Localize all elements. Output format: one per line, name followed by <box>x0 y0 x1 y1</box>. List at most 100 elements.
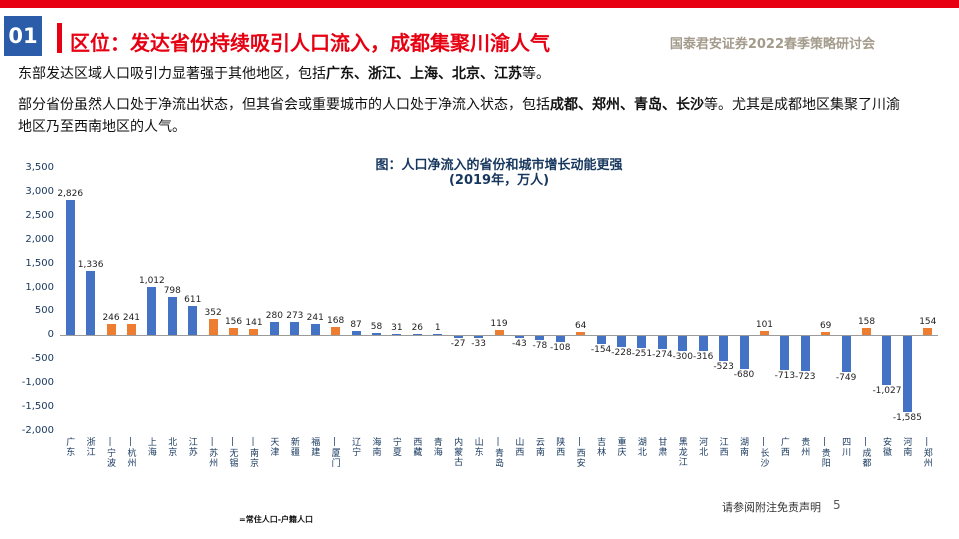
x-axis-label: |成都 <box>860 437 871 468</box>
bar-海南 <box>371 332 381 336</box>
bar-value-label: -27 <box>450 338 466 349</box>
chart-title-line2: (2019年，万人) <box>448 173 550 188</box>
x-axis-label: 河南 <box>901 437 912 457</box>
bar-南京 <box>249 328 259 336</box>
x-axis-label: 山东 <box>472 437 483 457</box>
bar-value-label: 611 <box>184 295 202 306</box>
y-axis-tick-label: -1,500 <box>21 401 54 413</box>
x-axis-label: 天津 <box>268 437 279 457</box>
y-axis-tick-label: 1,000 <box>25 281 54 293</box>
x-axis-label: 安徽 <box>880 437 891 457</box>
x-axis-label: 甘肃 <box>656 437 667 457</box>
bar-宁夏 <box>392 333 402 336</box>
page-number: 5 <box>833 498 841 512</box>
body-paragraph: 部分省份虽然人口处于净流出状态，但其省会或重要城市的人口处于净流入状态，包括成都… <box>18 97 900 135</box>
bar-重庆 <box>617 336 626 348</box>
bar-value-label: 158 <box>857 316 876 327</box>
x-axis-label: 宁夏 <box>390 437 401 457</box>
bar-value-label: -1,585 <box>892 413 922 424</box>
x-axis-label: 海南 <box>370 437 381 457</box>
bar-value-label: -43 <box>512 339 527 350</box>
x-axis-label: 陕西 <box>554 437 565 457</box>
bar-value-label: 101 <box>755 319 774 330</box>
bar-成都 <box>862 327 872 336</box>
x-axis-label: |青岛 <box>493 437 503 468</box>
x-axis-label: |厦门 <box>329 437 340 468</box>
chart-footnote: =常住人口-户籍人口 <box>239 515 314 524</box>
bar-辽宁 <box>351 331 361 336</box>
disclaimer-text: 请参阅附注免责声明 <box>722 501 821 514</box>
bar-贵州 <box>800 336 810 371</box>
body-text: 东部发达区域人口吸引力显著强于其他地区，包括广东、浙江、上海、北京、江苏等。部分… <box>18 63 913 147</box>
x-axis-label: 浙江 <box>84 437 95 457</box>
y-axis-tick-label: -1,000 <box>21 377 54 389</box>
y-axis-tick-label: 0 <box>47 329 54 341</box>
x-axis-label: |苏州 <box>207 437 218 468</box>
x-axis-label: 四川 <box>840 437 851 457</box>
bar-value-label: -749 <box>835 373 857 384</box>
chart-title-line1: 图：人口净流入的省份和城市增长动能更强 <box>375 158 623 173</box>
bar-value-label: -680 <box>733 369 755 380</box>
bar-value-label: 141 <box>245 317 263 328</box>
x-axis-label: 青海 <box>431 437 442 457</box>
bar-value-label: -78 <box>532 341 548 352</box>
x-axis-label: |郑州 <box>921 437 932 468</box>
bar-value-label: -300 <box>672 351 693 362</box>
bar-天津 <box>269 321 279 336</box>
x-axis-line <box>60 335 938 337</box>
y-axis-tick-label: -2,000 <box>21 425 54 436</box>
body-paragraph: 东部发达区域人口吸引力显著强于其他地区，包括广东、浙江、上海、北京、江苏等。 <box>18 66 550 82</box>
bar-value-label: 241 <box>122 312 141 323</box>
x-axis-label: 江苏 <box>186 437 197 457</box>
y-axis-tick-label: 3,000 <box>25 185 54 197</box>
bar-value-label: -713 <box>774 371 796 382</box>
bar-青海 <box>433 334 443 336</box>
bar-新疆 <box>290 322 300 336</box>
bar-value-label: 280 <box>265 310 283 321</box>
bar-value-label: -251 <box>631 349 653 360</box>
bar-甘肃 <box>657 336 667 350</box>
bar-湖北 <box>637 336 647 349</box>
x-axis-label: 云南 <box>533 437 544 457</box>
x-axis-label: 湖北 <box>635 437 646 457</box>
bar-西安 <box>576 332 586 336</box>
bar-value-label: 1,012 <box>138 275 165 286</box>
x-axis-label: 吉林 <box>595 437 606 457</box>
x-axis-label: 内蒙古 <box>452 437 463 467</box>
y-axis-tick-label: 1,500 <box>25 257 54 269</box>
bar-西藏 <box>412 334 422 336</box>
bar-value-label: 273 <box>286 311 304 322</box>
x-axis-label: 西藏 <box>411 437 422 457</box>
bar-河南 <box>902 336 912 413</box>
bar-value-label: 156 <box>224 316 243 327</box>
bar-四川 <box>841 336 851 373</box>
bar-value-label: 241 <box>306 312 324 323</box>
x-axis-label: |南京 <box>247 437 258 468</box>
x-axis-label: 广东 <box>64 437 75 457</box>
bar-value-label: -1,027 <box>872 386 902 397</box>
y-axis-tick-label: 500 <box>34 305 54 317</box>
chart-title: 图：人口净流入的省份和城市增长动能更强 (2019年，万人) <box>60 158 938 188</box>
top-bar <box>0 0 959 8</box>
bar-广东 <box>65 200 75 336</box>
bar-长沙 <box>759 330 769 336</box>
bar-苏州 <box>208 318 218 336</box>
x-axis-label: 北京 <box>166 437 177 457</box>
x-axis-label: |贵阳 <box>819 437 830 468</box>
y-axis-tick-label: 2,000 <box>25 233 54 245</box>
x-axis-label: 河北 <box>697 437 708 457</box>
x-axis-label: |杭州 <box>125 437 136 468</box>
bar-value-label: -108 <box>550 342 571 353</box>
bar-value-label: 2,826 <box>57 189 84 200</box>
bar-value-label: 168 <box>327 316 345 327</box>
bar-value-label: -723 <box>795 371 816 382</box>
bar-云南 <box>535 336 545 341</box>
bar-江西 <box>719 336 729 362</box>
bar-value-label: 26 <box>411 323 424 334</box>
bar-内蒙古 <box>453 336 463 338</box>
x-axis-label: 湖南 <box>738 437 749 457</box>
x-axis-label: |无锡 <box>227 437 238 468</box>
bar-吉林 <box>596 336 606 344</box>
y-axis-tick-label: 3,500 <box>25 162 54 173</box>
